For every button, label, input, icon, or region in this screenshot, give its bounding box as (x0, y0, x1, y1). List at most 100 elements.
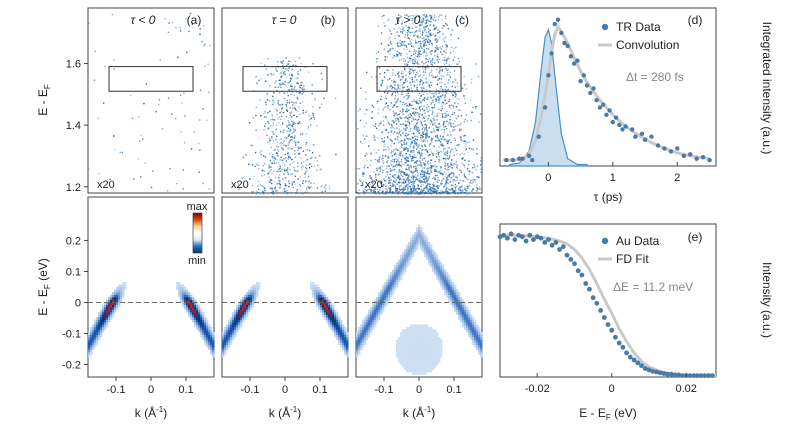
heatmap-cell (470, 337, 473, 340)
heatmap-cell (364, 329, 367, 333)
heatmap-cell (118, 284, 121, 288)
heatmap-cell (100, 319, 103, 323)
heatmap-cell (230, 337, 233, 340)
heatmap-cell (244, 309, 247, 313)
heatmap-cell (400, 334, 403, 338)
legend-tr-data-label: TR Data (616, 20, 661, 34)
heatmap-cell (424, 234, 427, 238)
heatmap-cell (88, 337, 91, 340)
heatmap-cell (416, 352, 419, 355)
heatmap-cell (426, 329, 429, 333)
heatmap-cell (324, 312, 327, 315)
heatmap-cell (108, 302, 111, 305)
heatmap-cell (200, 314, 203, 318)
heatmap-cell (464, 322, 467, 325)
legend-fd-fit-label: FD Fit (616, 252, 649, 266)
heatmap-cell (340, 334, 343, 338)
heatmap-cell (392, 284, 395, 288)
heatmap-cell (390, 289, 393, 293)
heatmap-cell (400, 254, 403, 258)
heatmap-cell (332, 319, 335, 323)
au-data-point (613, 334, 618, 340)
heatmap-cell (380, 304, 383, 308)
heatmap-cell (206, 342, 209, 345)
heatmap-cell (336, 322, 339, 325)
heatmap-cell (94, 334, 97, 338)
heatmap-cell (366, 337, 369, 340)
heatmap-cell (406, 332, 409, 335)
tr-data-point (562, 40, 567, 46)
heatmap-cell (456, 299, 459, 303)
heatmap-cell (232, 312, 235, 315)
heatmap-cell (398, 259, 401, 263)
heatmap-cell (400, 269, 403, 273)
heatmap-cell (442, 274, 445, 278)
heatmap-cell (414, 372, 417, 375)
heatmap-cell (420, 332, 423, 335)
heatmap-cell (406, 262, 409, 265)
heatmap-cell (242, 299, 245, 303)
heatmap-cell (196, 314, 199, 318)
heatmap-cell (416, 244, 419, 248)
heatmap-cell (180, 287, 183, 290)
au-data-point (702, 373, 708, 378)
heatmap-cell (90, 352, 93, 355)
heatmap-cell (404, 329, 407, 333)
heatmap-cell (196, 307, 199, 310)
heatmap-cell (238, 324, 241, 328)
heatmap-cell (424, 237, 427, 240)
heatmap-cell (406, 347, 409, 350)
heatmap-cell (426, 342, 429, 345)
au-data-point (553, 240, 559, 245)
heatmap-cell (316, 297, 319, 300)
heatmap-cell (418, 237, 421, 240)
panel-e-frame (499, 223, 717, 378)
heatmap-cell (396, 267, 399, 270)
heatmap-cell (412, 359, 415, 363)
heatmap-cell (254, 299, 257, 303)
heatmap-cell (230, 339, 233, 343)
heatmap-cell (196, 327, 199, 330)
heatmap-cell (362, 324, 365, 328)
heatmap-cell (312, 294, 315, 298)
heatmap-cell (328, 324, 331, 328)
heatmap-cell (430, 249, 433, 253)
heatmap-cell (190, 304, 193, 308)
heatmap-cell (90, 339, 93, 343)
heatmap-cell (240, 302, 243, 305)
heatmap-cell (478, 337, 481, 340)
heatmap-cell (376, 307, 379, 310)
heatmap-cell (420, 342, 423, 345)
heatmap-cell (426, 337, 429, 340)
heatmap-cell (384, 297, 387, 300)
heatmap-cell (440, 342, 443, 345)
tr-data-point (620, 127, 625, 132)
heatmap-cell (320, 309, 323, 313)
heatmap-cell (438, 337, 441, 340)
heatmap-cell (368, 334, 371, 338)
heatmap-cell (424, 354, 427, 358)
heatmap-cell (328, 314, 331, 318)
heatmap-cell (334, 324, 337, 328)
heatmap-cell (248, 292, 251, 295)
heatmap-cell (410, 257, 413, 260)
heatmap-cell (396, 354, 399, 358)
au-data-point (505, 235, 510, 241)
heatmap-cell (470, 332, 473, 335)
heatmap-cell (410, 249, 413, 253)
heatmap-cell (454, 292, 457, 295)
heatmap-cell (100, 327, 103, 330)
heatmap-cell (392, 279, 395, 283)
tr-data-point (668, 149, 674, 154)
heatmap-cell (230, 319, 233, 323)
heatmap-cell (462, 324, 465, 328)
heatmap-cell (316, 292, 319, 295)
heatmap-cell (188, 314, 191, 318)
heatmap-cell (408, 262, 411, 265)
heatmap-cell (408, 334, 411, 338)
heatmap-cell (412, 342, 415, 345)
heatmap-cell (410, 357, 413, 360)
heatmap-cell (432, 334, 435, 338)
heatmap-cell (428, 369, 431, 373)
heatmap-cell (110, 294, 113, 298)
